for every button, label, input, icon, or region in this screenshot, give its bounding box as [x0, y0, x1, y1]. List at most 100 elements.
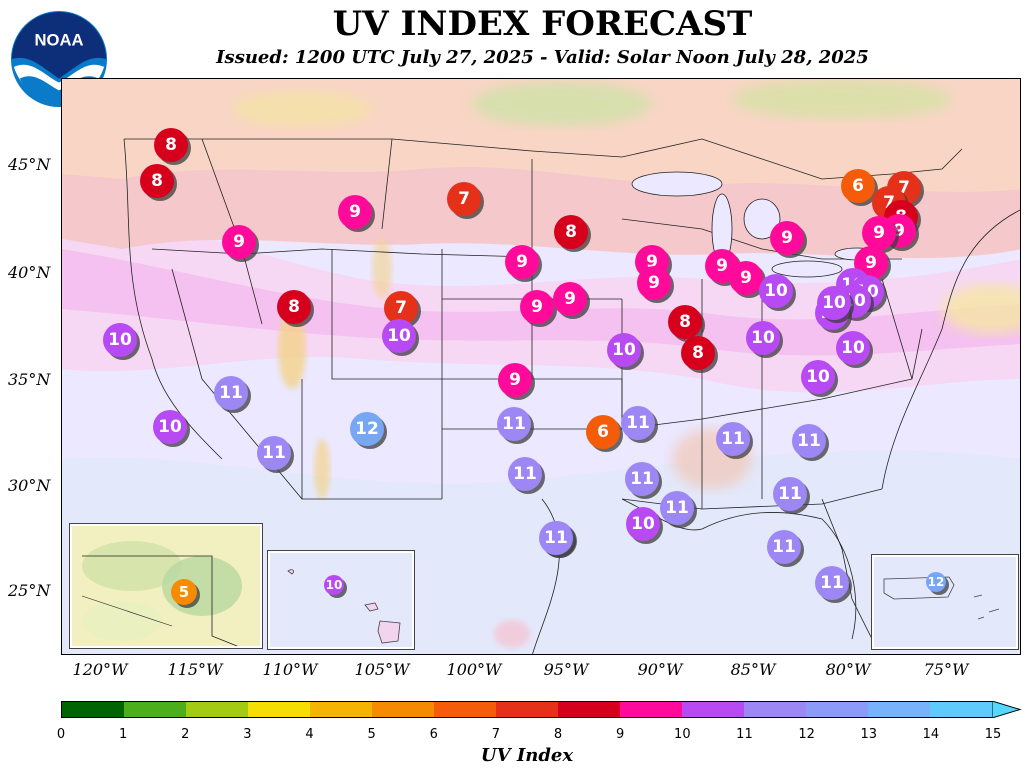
colorbar-segment — [62, 702, 124, 717]
uv-marker: 7 — [447, 182, 481, 216]
lon-label-100: 100°W — [446, 660, 502, 679]
colorbar-tick: 13 — [860, 727, 877, 742]
colorbar-segment — [682, 702, 744, 717]
lon-label-90: 90°W — [637, 660, 683, 679]
uv-marker: 10 — [801, 360, 835, 394]
lat-label-35: 35°N — [8, 370, 51, 389]
colorbar-segment — [186, 702, 248, 717]
colorbar-segment — [310, 702, 372, 717]
colorbar-tick: 9 — [616, 727, 625, 742]
colorbar-segment — [930, 702, 992, 717]
uv-marker: 11 — [257, 436, 291, 470]
uv-marker: 10 — [759, 274, 793, 308]
colorbar-segment — [434, 702, 496, 717]
uv-marker: 9 — [505, 245, 539, 279]
lat-label-40: 40°N — [8, 263, 51, 282]
colorbar-tick: 11 — [736, 727, 753, 742]
uv-marker: 11 — [214, 376, 248, 410]
uv-marker: 10 — [746, 321, 780, 355]
uv-marker: 9 — [729, 261, 763, 295]
lon-label-85: 85°W — [730, 660, 776, 679]
uv-marker: 11 — [539, 521, 573, 555]
colorbar-segment — [806, 702, 868, 717]
uv-marker: 10 — [382, 319, 416, 353]
uv-marker: 11 — [625, 462, 659, 496]
uv-marker: 10 — [607, 333, 641, 367]
map-subtitle: Issued: 1200 UTC July 27, 2025 - Valid: … — [216, 47, 869, 68]
colorbar-overflow-arrow — [992, 701, 1022, 718]
colorbar-tick: 10 — [674, 727, 691, 742]
lat-label-30: 30°N — [8, 476, 51, 495]
lat-label-45: 45°N — [8, 155, 51, 174]
colorbar-segment — [868, 702, 930, 717]
uv-marker: 9 — [520, 290, 554, 324]
uv-marker: 9 — [637, 266, 671, 300]
uv-marker: 9 — [498, 363, 532, 397]
puerto-rico-inset — [871, 554, 1019, 650]
uv-marker: 11 — [716, 422, 750, 456]
uv-marker: 9 — [862, 216, 896, 250]
uv-marker: 8 — [554, 215, 588, 249]
uv-marker: 9 — [770, 221, 804, 255]
lon-label-120: 120°W — [72, 660, 128, 679]
uv-marker: 8 — [277, 290, 311, 324]
uv-marker: 10 — [817, 286, 851, 320]
uv-marker: 9 — [338, 195, 372, 229]
uv-marker: 8 — [668, 305, 702, 339]
uv-marker: 10 — [626, 507, 660, 541]
colorbar-segment — [558, 702, 620, 717]
uv-marker: 12 — [926, 572, 946, 592]
colorbar-tick: 5 — [367, 727, 376, 742]
lon-label-75: 75°W — [923, 660, 969, 679]
colorbar-tick: 7 — [491, 727, 501, 742]
colorbar-tick: 0 — [56, 727, 66, 742]
uv-marker: 10 — [324, 575, 344, 595]
uv-marker: 11 — [497, 407, 531, 441]
uv-marker: 10 — [153, 410, 187, 444]
colorbar-segment — [248, 702, 310, 717]
colorbar-tick: 14 — [922, 727, 940, 742]
lon-label-95: 95°W — [543, 660, 589, 679]
uv-marker: 11 — [508, 457, 542, 491]
lon-label-115: 115°W — [167, 660, 223, 679]
colorbar-tick: 6 — [429, 727, 438, 742]
uv-marker: 11 — [773, 477, 807, 511]
colorbar-segment — [620, 702, 682, 717]
colorbar-segment — [496, 702, 558, 717]
uv-marker: 11 — [815, 566, 849, 600]
uv-marker: 10 — [103, 323, 137, 357]
uv-marker: 11 — [621, 406, 655, 440]
colorbar-tick: 8 — [553, 727, 563, 742]
uv-marker: 11 — [792, 424, 826, 458]
lon-label-80: 80°W — [825, 660, 871, 679]
uv-marker: 8 — [681, 336, 715, 370]
uv-marker: 12 — [350, 412, 384, 446]
uv-marker: 9 — [222, 225, 256, 259]
lat-label-25: 25°N — [8, 581, 51, 600]
uv-marker: 6 — [586, 415, 620, 449]
colorbar-segment — [372, 702, 434, 717]
uv-marker: 11 — [767, 530, 801, 564]
colorbar-tick: 1 — [118, 727, 128, 742]
hawaii-inset — [267, 550, 415, 650]
lon-label-110: 110°W — [262, 660, 318, 679]
noaa-logo-text: NOAA — [34, 30, 83, 49]
uv-map — [61, 78, 1021, 655]
colorbar-segment — [124, 702, 186, 717]
colorbar-tick: 4 — [305, 727, 314, 742]
uv-marker: 9 — [553, 282, 587, 316]
alaska-inset — [69, 523, 263, 649]
lon-label-105: 105°W — [354, 660, 410, 679]
uv-marker: 8 — [140, 164, 174, 198]
colorbar-label: UV Index — [480, 745, 574, 766]
colorbar-tick: 15 — [984, 727, 1002, 742]
uv-marker: 6 — [841, 169, 875, 203]
map-title: UV INDEX FORECAST — [332, 4, 753, 44]
colorbar-tick: 12 — [798, 727, 815, 742]
colorbar-segment — [744, 702, 806, 717]
colorbar-tick: 3 — [243, 727, 252, 742]
uv-colorbar — [61, 701, 993, 718]
colorbar-tick: 2 — [181, 727, 190, 742]
uv-marker: 10 — [836, 331, 870, 365]
uv-marker: 11 — [660, 491, 694, 525]
